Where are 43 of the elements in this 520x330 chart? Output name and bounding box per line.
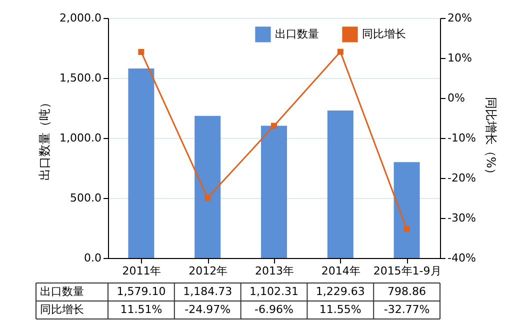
text: 同比增长 [40, 303, 84, 316]
point [404, 226, 410, 232]
y2-tick-label: 10% [448, 52, 472, 64]
point [271, 122, 277, 129]
legend-label: 同比增长 [362, 27, 406, 40]
bar [128, 68, 154, 258]
legend-label: 出口数量 [275, 27, 319, 40]
y2-tick-label: -40% [448, 252, 476, 264]
y-tick-label: 500.0 [70, 192, 102, 204]
data-label: 11.55% [319, 303, 362, 316]
x-tick-label: 2015年1-9月 [373, 264, 442, 278]
x-tick-label: 2014年 [321, 264, 360, 278]
x-tick-label: 2013年 [255, 264, 294, 278]
data-label: 11.51% [120, 303, 162, 316]
bar [261, 126, 287, 258]
data-label: 798.86 [388, 285, 426, 298]
bar [327, 110, 354, 258]
point [138, 48, 144, 55]
point [204, 194, 211, 201]
y2-tick-label: 0% [448, 92, 465, 104]
x-tick-label: 2011年 [122, 264, 162, 278]
bar [394, 162, 420, 258]
y-tick-label: 0.0 [84, 252, 102, 264]
y-tick-label: 1,500.0 [60, 72, 102, 84]
y2-tick-label: -10% [448, 132, 476, 144]
data-label: 1,229.63 [316, 285, 365, 298]
y2-tick-label: 20% [448, 12, 472, 24]
data-label: -24.97% [184, 303, 231, 316]
text: 出口数量 [40, 285, 84, 298]
data-label: -32.77% [384, 303, 430, 316]
data-label: 1,579.10 [116, 285, 166, 298]
y2-tick-label: -30% [448, 212, 476, 224]
data-label: 1,184.73 [183, 285, 232, 298]
data-label: 1,102.31 [250, 285, 298, 298]
y-tick-label: 1,000.0 [60, 132, 102, 144]
y-tick-label: 2,000.0 [60, 12, 102, 24]
y2-axis-title: 同比增长（%） [484, 96, 498, 180]
y-axis-title: 出口数量（吨） [38, 96, 52, 180]
point [337, 48, 344, 55]
x-tick-label: 2012年 [188, 264, 228, 278]
bar [194, 116, 221, 258]
data-label: -6.96% [254, 303, 294, 316]
y2-tick-label: -20% [448, 172, 476, 184]
